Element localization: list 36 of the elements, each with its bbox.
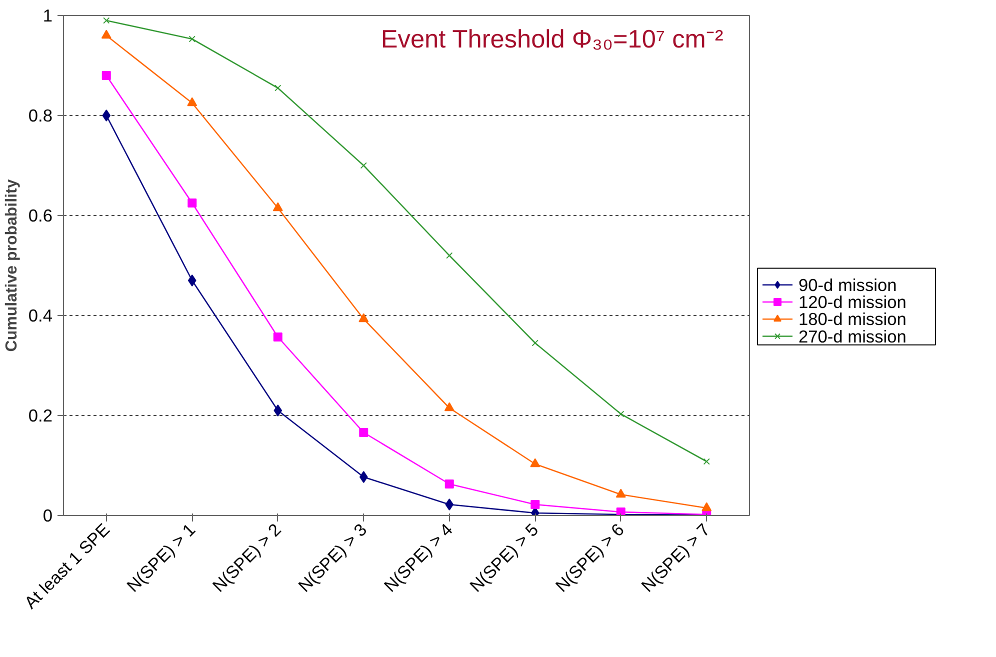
point — [188, 274, 196, 286]
point — [702, 502, 712, 512]
point — [618, 410, 624, 418]
y-tick-label: 0 — [42, 506, 53, 526]
point — [616, 488, 626, 498]
point — [444, 480, 454, 488]
point — [360, 162, 367, 169]
y-tick-label: 1 — [42, 6, 53, 26]
point — [703, 458, 710, 465]
point — [274, 404, 282, 416]
point — [358, 313, 369, 322]
point — [103, 17, 110, 24]
point — [102, 71, 111, 80]
point — [444, 402, 454, 412]
y-tick-label: 0.6 — [28, 206, 53, 226]
point — [188, 36, 196, 42]
point — [532, 340, 538, 346]
chart-title: Event Threshold Φ₃₀=10⁷ cm⁻² — [380, 26, 724, 54]
point — [359, 428, 368, 437]
y-tick-label: 0.2 — [28, 406, 53, 426]
point — [272, 202, 283, 212]
point — [530, 458, 540, 468]
point — [445, 498, 454, 510]
point — [530, 500, 540, 509]
point — [101, 30, 112, 39]
point — [446, 252, 453, 259]
y-axis-title: Cumulative probability — [3, 179, 20, 352]
point — [273, 332, 282, 342]
legend-label: 90-d mission — [798, 274, 897, 295]
point — [187, 97, 198, 106]
y-tick-label: 0.8 — [28, 106, 53, 126]
point — [274, 84, 282, 92]
point — [188, 198, 197, 208]
point — [102, 110, 111, 122]
y-tick-label: 0.4 — [28, 306, 53, 326]
point — [359, 471, 368, 483]
